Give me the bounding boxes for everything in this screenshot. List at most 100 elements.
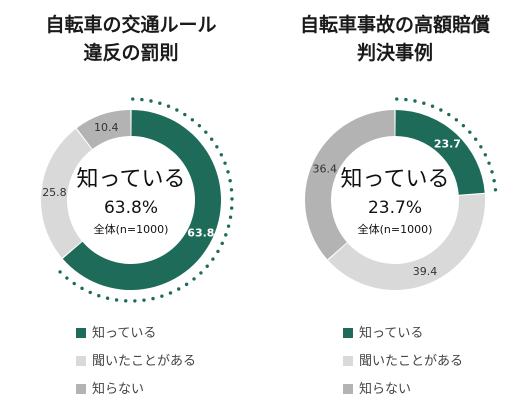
highlight-dot (220, 241, 224, 246)
center-percentage: 63.8% (104, 198, 158, 218)
highlight-dot (228, 215, 233, 219)
legend-swatch (343, 328, 353, 338)
slice-value-label: 23.7 (434, 138, 461, 151)
slice-value-label: 25.8 (42, 186, 67, 199)
highlight-dot (105, 296, 110, 300)
highlight-dot (192, 277, 196, 281)
highlight-dot (430, 104, 435, 108)
highlight-dot (223, 161, 227, 165)
highlight-dot (216, 249, 220, 254)
highlight-dot (177, 287, 181, 291)
legend-entry: 聞いたことがある (359, 354, 463, 369)
highlight-dot (490, 170, 494, 174)
highlight-dot (58, 270, 62, 274)
highlight-dot (199, 271, 203, 275)
highlight-dot (229, 188, 234, 192)
legend-entry: 知っている (359, 325, 423, 341)
center-sample-size: 全体(n=1000) (358, 222, 433, 236)
highlight-dot (219, 153, 224, 157)
highlight-dot (131, 97, 135, 101)
highlight-dot (473, 137, 478, 141)
chart-title-line: 違反の罰則 (83, 41, 178, 64)
highlight-dot (65, 276, 69, 280)
highlight-dot (142, 298, 146, 302)
highlight-dot (133, 299, 137, 303)
slice-value-label: 36.4 (312, 162, 337, 175)
highlight-dot (492, 179, 496, 183)
highlight-dot (151, 296, 155, 301)
slice-value-label: 10.4 (94, 121, 119, 134)
highlight-dot (224, 233, 228, 237)
highlight-dot (184, 282, 189, 287)
chart-title-line: 自転車の交通ルール (45, 13, 216, 36)
highlight-dot (454, 118, 459, 122)
highlight-dot (404, 97, 408, 102)
center-sample-size: 全体(n=1000) (94, 222, 169, 236)
legend-swatch (76, 356, 86, 366)
center-main-label: 知っている (77, 167, 186, 192)
highlight-dot (439, 108, 443, 112)
highlight-dot (229, 206, 234, 210)
highlight-dot (158, 101, 162, 105)
legend-entry: 知らない (359, 381, 411, 397)
chart-title-line: 判決事例 (357, 41, 433, 64)
donut-slice-heard (328, 193, 485, 290)
highlight-dot (468, 130, 472, 134)
highlight-dot (461, 123, 466, 128)
legend-swatch (343, 356, 353, 366)
donut-slice-dontknow (305, 110, 395, 260)
highlight-dot (114, 298, 119, 302)
highlight-dot (493, 188, 498, 192)
donut-slice-heard (40, 128, 92, 258)
center-main-label: 知っている (341, 167, 450, 192)
highlight-dot (479, 145, 483, 149)
highlight-dot (197, 123, 202, 128)
center-percentage: 23.7% (368, 198, 422, 218)
donut-slice-know (62, 110, 222, 290)
highlight-dot (72, 281, 76, 286)
highlight-dot (483, 153, 488, 157)
legend-entry: 知っている (92, 325, 156, 341)
highlight-dot (226, 170, 230, 174)
legend-swatch (76, 384, 86, 394)
highlight-dot (211, 257, 215, 261)
highlight-dot (209, 137, 214, 141)
slice-value-label: 63.8 (187, 226, 214, 239)
highlight-dot (124, 299, 128, 303)
highlight-dot (183, 112, 187, 117)
legend-entry: 聞いたことがある (92, 354, 196, 369)
donut-slice-dontknow (76, 110, 131, 149)
highlight-dot (160, 294, 164, 298)
legend-swatch (343, 384, 353, 394)
highlight-dot (88, 290, 92, 295)
highlight-dot (228, 179, 232, 183)
chart-title-line: 自転車事故の高額賠償 (300, 13, 490, 36)
highlight-dot (80, 286, 84, 291)
highlight-dot (204, 130, 208, 134)
donut-slice-know (395, 110, 485, 195)
highlight-dot (166, 104, 171, 108)
highlight-dot (487, 161, 491, 165)
highlight-dot (413, 99, 417, 103)
highlight-dot (140, 97, 144, 102)
legend-entry: 知らない (92, 381, 144, 397)
highlight-dot (149, 99, 153, 103)
highlight-dot (168, 291, 173, 295)
highlight-dot (226, 224, 231, 228)
highlight-dot (97, 294, 101, 298)
highlight-dot (395, 97, 399, 101)
highlight-dot (230, 197, 234, 201)
highlight-dot (175, 108, 179, 112)
legend-swatch (76, 328, 86, 338)
highlight-dot (447, 112, 451, 117)
highlight-dot (422, 101, 426, 105)
highlight-dot (190, 118, 195, 122)
slice-value-label: 39.4 (413, 265, 438, 278)
highlight-dot (205, 264, 209, 268)
